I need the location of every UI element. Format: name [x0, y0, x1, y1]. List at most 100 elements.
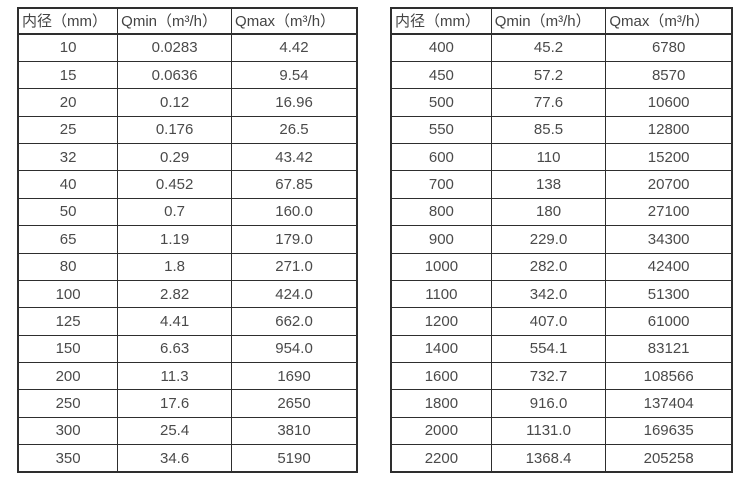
table-cell: 100	[17, 279, 119, 309]
table-row: 700 138 20700	[390, 170, 733, 199]
table-row: 1400 554.1 83121	[390, 334, 733, 364]
table-cell: 25	[17, 115, 119, 145]
header-qmin: Qmin（m³/h）	[490, 7, 607, 35]
table-cell: 61000	[605, 307, 733, 336]
table-row: 20 0.12 16.96	[17, 88, 358, 117]
table-cell: 282.0	[490, 252, 607, 281]
table-row: 125 4.41 662.0	[17, 307, 358, 336]
table-cell: 34.6	[117, 444, 233, 473]
table-cell: 160.0	[231, 197, 358, 227]
table-cell: 45.2	[490, 33, 607, 62]
table-cell: 229.0	[490, 225, 607, 254]
header-inner-diameter: 内径（mm）	[17, 7, 119, 35]
table-cell: 83121	[605, 334, 733, 364]
table-cell: 40	[17, 170, 119, 199]
table-cell: 900	[390, 225, 492, 254]
table-row: 1100 342.0 51300	[390, 279, 733, 309]
table-cell: 0.12	[117, 88, 233, 117]
table-cell: 150	[17, 334, 119, 364]
table-cell: 1400	[390, 334, 492, 364]
table-cell: 450	[390, 60, 492, 90]
table-cell: 4.42	[231, 33, 358, 62]
table-row: 350 34.6 5190	[17, 444, 358, 473]
table-cell: 205258	[605, 444, 733, 473]
header-qmax: Qmax（m³/h）	[605, 7, 733, 35]
table-cell: 15	[17, 60, 119, 90]
table-header-row: 内径（mm） Qmin（m³/h） Qmax（m³/h）	[390, 7, 733, 35]
table-cell: 50	[17, 197, 119, 227]
table-row: 1600 732.7 108566	[390, 361, 733, 391]
table-cell: 0.7	[117, 197, 233, 227]
table-row: 500 77.6 10600	[390, 88, 733, 117]
table-row: 50 0.7 160.0	[17, 197, 358, 227]
table-cell: 342.0	[490, 279, 607, 309]
table-cell: 137404	[605, 389, 733, 418]
table-row: 15 0.0636 9.54	[17, 60, 358, 90]
header-qmin: Qmin（m³/h）	[117, 7, 233, 35]
table-cell: 0.0636	[117, 60, 233, 90]
table-row: 32 0.29 43.42	[17, 142, 358, 172]
table-row: 450 57.2 8570	[390, 60, 733, 90]
table-cell: 20700	[605, 170, 733, 199]
table-cell: 407.0	[490, 307, 607, 336]
table-cell: 138	[490, 170, 607, 199]
table-cell: 1800	[390, 389, 492, 418]
table-cell: 1100	[390, 279, 492, 309]
table-cell: 554.1	[490, 334, 607, 364]
table-cell: 6780	[605, 33, 733, 62]
table-row: 25 0.176 26.5	[17, 115, 358, 145]
table-cell: 250	[17, 389, 119, 418]
table-cell: 12800	[605, 115, 733, 145]
table-cell: 80	[17, 252, 119, 281]
table-cell: 1690	[231, 361, 358, 391]
table-cell: 2.82	[117, 279, 233, 309]
table-cell: 400	[390, 33, 492, 62]
table-body: 400 45.2 6780 450 57.2 8570 500 77.6 10600 550 85.…	[390, 33, 733, 473]
table-row: 200 11.3 1690	[17, 361, 358, 391]
table-row: 400 45.2 6780	[390, 33, 733, 62]
table-cell: 700	[390, 170, 492, 199]
table-row: 600 110 15200	[390, 142, 733, 172]
table-cell: 424.0	[231, 279, 358, 309]
table-cell: 1.19	[117, 225, 233, 254]
table-cell: 1200	[390, 307, 492, 336]
table-row: 550 85.5 12800	[390, 115, 733, 145]
table-row: 100 2.82 424.0	[17, 279, 358, 309]
table-cell: 179.0	[231, 225, 358, 254]
table-cell: 42400	[605, 252, 733, 281]
table-cell: 25.4	[117, 416, 233, 446]
header-inner-diameter: 内径（mm）	[390, 7, 492, 35]
table-cell: 350	[17, 444, 119, 473]
table-cell: 0.29	[117, 142, 233, 172]
table-cell: 180	[490, 197, 607, 227]
table-row: 300 25.4 3810	[17, 416, 358, 446]
table-cell: 1000	[390, 252, 492, 281]
table-cell: 200	[17, 361, 119, 391]
table-cell: 169635	[605, 416, 733, 446]
table-header-row: 内径（mm） Qmin（m³/h） Qmax（m³/h）	[17, 7, 358, 35]
table-cell: 9.54	[231, 60, 358, 90]
table-cell: 15200	[605, 142, 733, 172]
header-qmax: Qmax（m³/h）	[231, 7, 358, 35]
table-cell: 4.41	[117, 307, 233, 336]
table-cell: 11.3	[117, 361, 233, 391]
table-row: 2200 1368.4 205258	[390, 444, 733, 473]
table-cell: 125	[17, 307, 119, 336]
table-cell: 17.6	[117, 389, 233, 418]
table-row: 65 1.19 179.0	[17, 225, 358, 254]
table-cell: 10600	[605, 88, 733, 117]
table-cell: 3810	[231, 416, 358, 446]
table-cell: 5190	[231, 444, 358, 473]
table-cell: 85.5	[490, 115, 607, 145]
table-cell: 108566	[605, 361, 733, 391]
table-cell: 2000	[390, 416, 492, 446]
table-cell: 0.0283	[117, 33, 233, 62]
table-cell: 732.7	[490, 361, 607, 391]
table-row: 1000 282.0 42400	[390, 252, 733, 281]
table-cell: 0.176	[117, 115, 233, 145]
table-cell: 32	[17, 142, 119, 172]
table-cell: 1.8	[117, 252, 233, 281]
table-cell: 110	[490, 142, 607, 172]
table-cell: 65	[17, 225, 119, 254]
